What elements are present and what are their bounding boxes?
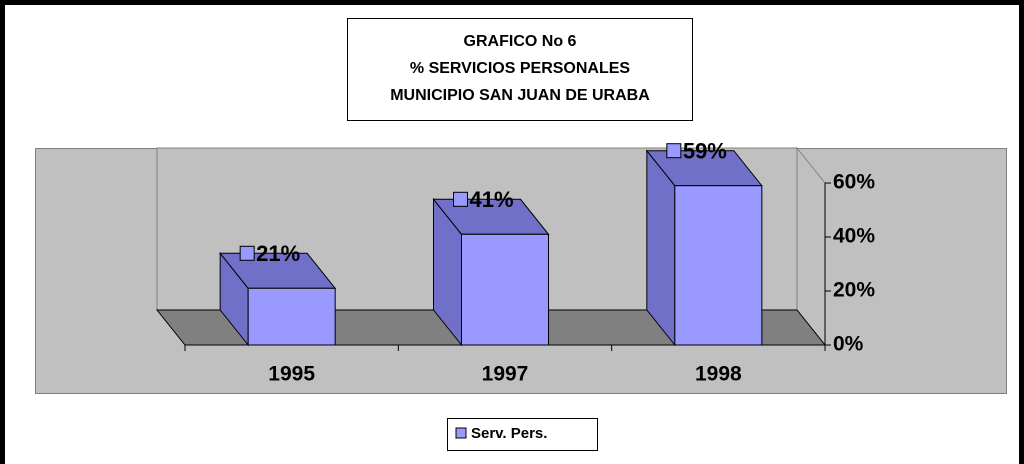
- legend-key: [455, 427, 467, 439]
- y-tick-label: 40%: [833, 225, 875, 248]
- title-box: [347, 18, 693, 121]
- bar: [247, 287, 336, 346]
- legend-box: [447, 418, 598, 451]
- value-label: 59%: [683, 139, 727, 164]
- bar: [461, 233, 549, 346]
- value-label: 21%: [256, 241, 300, 266]
- value-label: 41%: [470, 187, 514, 212]
- value-label-key: [666, 143, 682, 159]
- chart-title: % SERVICIOS PERSONALES: [410, 60, 631, 77]
- chart-title: GRAFICO No 6: [464, 33, 577, 50]
- x-tick-label: 1995: [268, 363, 315, 386]
- chart-title: MUNICIPIO SAN JUAN DE URABA: [390, 87, 650, 104]
- x-tick-label: 1997: [482, 363, 529, 386]
- y-tick-label: 0%: [833, 333, 864, 356]
- y-tick-label: 20%: [833, 279, 875, 302]
- legend-label: Serv. Pers.: [471, 425, 547, 442]
- y-tick-label: 60%: [833, 171, 875, 194]
- value-label-key: [239, 245, 255, 261]
- value-label-key: [453, 191, 468, 207]
- bar: [674, 185, 763, 346]
- x-tick-label: 1998: [695, 363, 742, 386]
